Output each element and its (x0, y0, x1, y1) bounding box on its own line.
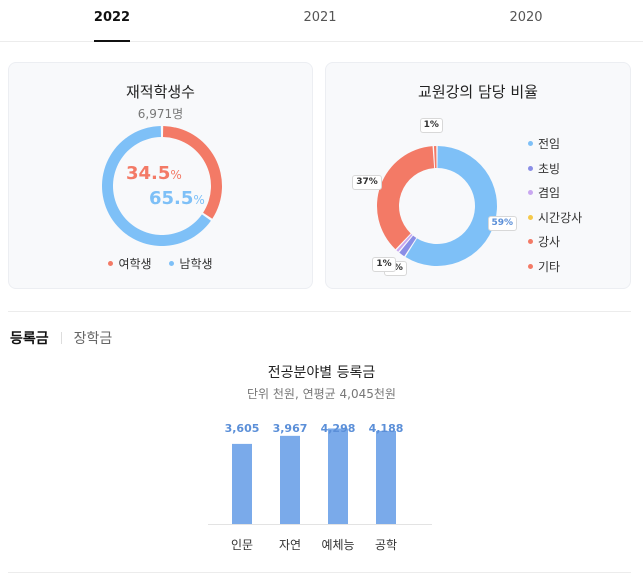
bar-1 (280, 435, 300, 524)
faculty-slice-4 (377, 146, 435, 250)
male-pct-unit: % (193, 193, 205, 207)
legend-other-label: 기타 (538, 259, 561, 274)
parttime-dot-icon (528, 214, 533, 220)
male-dot-icon (169, 261, 175, 266)
male-pct-value: 65.5 (149, 188, 194, 209)
invited-dot-icon (528, 165, 533, 171)
bar-3 (376, 430, 396, 524)
legend-lecturer: 강사 (528, 233, 582, 258)
male-percentage: 65.5% (149, 188, 205, 209)
faculty-slice-5 (433, 146, 437, 169)
student-donut-chart (102, 126, 222, 246)
tuition-bar-chart: 3,605 인문 3,967 자연 4,298 예체능 4,188 공학 (208, 422, 432, 552)
bar-value-label-2: 4,298 (321, 422, 356, 435)
faculty-slice-label-2: 1% (372, 257, 396, 272)
tab-tuition[interactable]: 등록금 (10, 331, 49, 347)
other-dot-icon (528, 263, 533, 269)
student-card-title: 재적학생수 (125, 83, 195, 101)
female-percentage: 34.5% (126, 163, 182, 184)
legend-male: 남학생 (169, 257, 213, 271)
faculty-ratio-card: 교원강의 담당 비율 59%2%1%37%1% 전임 초빙 겸임 시간강사 강사… (325, 62, 631, 289)
bar-category-label-1: 자연 (279, 538, 301, 552)
faculty-legend: 전임 초빙 겸임 시간강사 강사 기타 (528, 135, 582, 283)
legend-adjunct: 겸임 (528, 184, 582, 209)
faculty-slice-label-0: 59% (487, 216, 518, 232)
legend-parttime: 시간강사 (528, 209, 582, 234)
tuition-chart-title: 전공분야별 등록금 (267, 365, 376, 381)
legend-lecturer-label: 강사 (538, 235, 561, 250)
female-pct-unit: % (170, 168, 182, 182)
subtab-separator (60, 332, 62, 344)
legend-other: 기타 (528, 258, 582, 283)
bar-category-label-0: 인문 (231, 538, 253, 552)
legend-female: 여학생 (108, 257, 152, 271)
fulltime-dot-icon (528, 141, 533, 146)
adjunct-dot-icon (528, 190, 533, 196)
bar-value-label-1: 3,967 (273, 422, 308, 435)
tab-2022[interactable]: 2022 (93, 10, 131, 25)
bar-value-label-3: 4,188 (369, 422, 404, 435)
legend-male-label: 남학생 (179, 257, 213, 271)
student-legend: 여학생 남학생 (9, 255, 312, 272)
student-count-card: 재적학생수 6,971명 34.5% 65.5% 여학생 남학생 (8, 62, 313, 289)
active-tab-indicator (94, 40, 130, 42)
lecturer-dot-icon (528, 239, 533, 245)
bar-0 (232, 443, 252, 524)
faculty-slice-label-5: 1% (419, 118, 443, 134)
tuition-chart-subtitle: 단위 천원, 연평균 4,045천원 (247, 387, 396, 401)
faculty-card-title: 교원강의 담당 비율 (418, 83, 538, 101)
legend-invited: 초빙 (528, 160, 582, 185)
student-slice-0 (162, 126, 222, 219)
bar-value-label-0: 3,605 (225, 422, 260, 435)
bar-category-label-2: 예체능 (321, 538, 354, 552)
tab-scholarship[interactable]: 장학금 (73, 331, 113, 347)
finance-subtabs: 등록금 장학금 (10, 328, 112, 348)
bar-category-label-3: 공학 (375, 538, 397, 552)
legend-fulltime-label: 전임 (538, 137, 561, 151)
legend-adjunct-label: 겸임 (538, 186, 561, 201)
faculty-slice-0 (405, 146, 497, 266)
section-divider (8, 311, 631, 312)
female-dot-icon (108, 261, 114, 266)
tab-2021[interactable]: 2021 (303, 10, 337, 25)
faculty-slice-2 (396, 234, 413, 252)
female-pct-value: 34.5 (126, 163, 171, 184)
faculty-slice-1 (399, 235, 417, 257)
bottom-divider (8, 572, 631, 573)
year-tabs: 2022 2021 2020 (0, 0, 643, 42)
faculty-slice-label-4: 37% (352, 174, 382, 190)
bar-2 (328, 428, 348, 524)
tab-2020[interactable]: 2020 (509, 10, 543, 25)
legend-female-label: 여학생 (118, 257, 152, 271)
legend-parttime-label: 시간강사 (538, 210, 583, 225)
faculty-donut-chart (377, 146, 497, 266)
student-total: 6,971명 (137, 107, 184, 121)
legend-invited-label: 초빙 (538, 161, 561, 176)
legend-fulltime: 전임 (528, 135, 582, 160)
